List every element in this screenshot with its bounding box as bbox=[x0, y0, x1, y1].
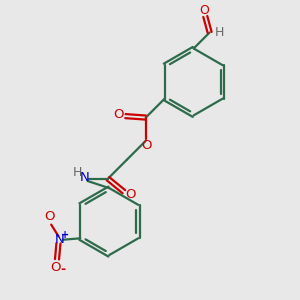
Text: H: H bbox=[214, 26, 224, 39]
Text: O: O bbox=[199, 4, 209, 16]
Text: +: + bbox=[61, 230, 69, 239]
Text: O: O bbox=[141, 139, 152, 152]
Text: N: N bbox=[80, 171, 89, 184]
Text: O: O bbox=[125, 188, 136, 201]
Text: N: N bbox=[55, 233, 65, 246]
Text: H: H bbox=[73, 166, 82, 179]
Text: O: O bbox=[44, 210, 55, 223]
Text: O: O bbox=[50, 262, 61, 275]
Text: -: - bbox=[61, 263, 66, 276]
Text: O: O bbox=[114, 108, 124, 121]
